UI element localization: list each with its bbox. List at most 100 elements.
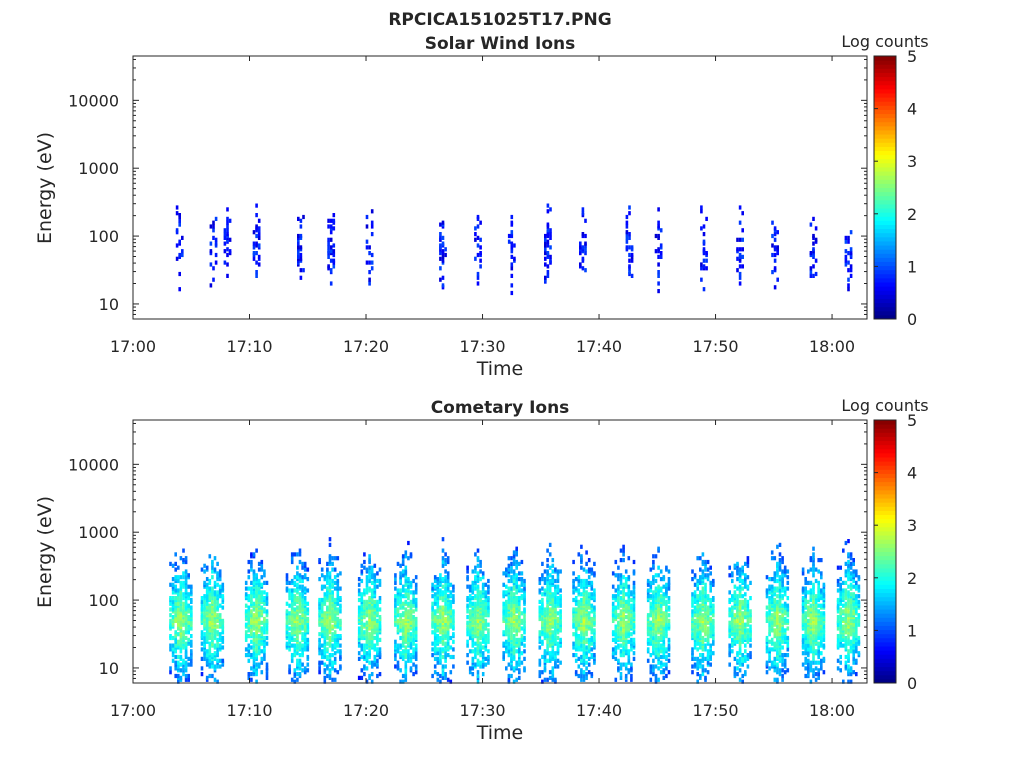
spectrogram-cell	[449, 654, 453, 660]
spectrogram-cell	[572, 632, 575, 637]
spectrogram-cell	[770, 647, 774, 652]
spectrogram-cell	[331, 624, 334, 629]
spectrogram-cell	[701, 639, 705, 644]
spectrogram-cell	[507, 567, 511, 572]
spectrogram-cell	[298, 592, 302, 597]
spectrogram-cell	[466, 653, 469, 658]
spectrogram-cell	[378, 596, 382, 601]
spectrogram-cell	[577, 609, 581, 614]
spectrogram-cell	[585, 594, 588, 599]
spectrogram-cell	[471, 649, 475, 654]
spectrogram-cell	[190, 584, 193, 589]
spectrogram-cell	[407, 556, 410, 561]
spectrogram-cell	[652, 664, 655, 669]
spectrogram-cell	[523, 607, 526, 612]
spectrogram-cell	[513, 243, 516, 248]
spectrogram-cell	[659, 597, 663, 603]
spectrogram-cell	[332, 243, 336, 248]
spectrogram-cell	[738, 247, 742, 252]
spectrogram-cell	[696, 679, 699, 684]
spectrogram-cell	[326, 664, 329, 669]
spectrogram-cell	[444, 578, 447, 584]
spectrogram-cell	[174, 673, 177, 679]
spectrogram-cell	[706, 670, 710, 675]
spectrogram-cell	[444, 647, 447, 652]
spectrogram-cell	[476, 281, 480, 286]
spectrogram-cell	[446, 624, 450, 629]
spectrogram-cell	[208, 641, 212, 646]
colorbar-segment	[874, 257, 896, 262]
spectrogram-cell	[741, 653, 744, 658]
spectrogram-cell	[627, 584, 631, 589]
spectrogram-cell	[665, 647, 668, 652]
spectrogram-cell	[433, 578, 437, 584]
spectrogram-cell	[216, 624, 219, 629]
spectrogram-cell	[174, 649, 177, 654]
spectrogram-cell	[296, 605, 299, 610]
spectrogram-cell	[247, 586, 251, 591]
spectrogram-cell	[619, 603, 623, 608]
spectrogram-cell	[548, 565, 552, 570]
spectrogram-cell	[329, 224, 333, 229]
spectrogram-cell	[466, 620, 469, 625]
spectrogram-cell	[649, 584, 653, 589]
spectrogram-cell	[736, 651, 739, 656]
spectrogram-cell	[205, 588, 209, 593]
spectrogram-cell	[301, 603, 304, 608]
spectrogram-cell	[373, 599, 377, 604]
colorbar-segment	[874, 72, 896, 78]
spectrogram-cell	[444, 569, 447, 574]
spectrogram-cell	[368, 277, 371, 282]
spectrogram-cell	[691, 616, 694, 622]
spectrogram-cell	[331, 609, 334, 614]
spectrogram-cell	[507, 599, 511, 604]
spectrogram-cell	[299, 275, 303, 280]
spectrogram-cell	[625, 214, 629, 220]
spectrogram-cell	[556, 588, 560, 593]
spectrogram-cell	[741, 586, 744, 591]
spectrogram-cell	[479, 645, 482, 650]
spectrogram-cell	[326, 586, 329, 591]
spectrogram-cell	[449, 603, 453, 608]
spectrogram-cell	[622, 594, 625, 599]
spectrogram-cell	[177, 607, 180, 612]
spectrogram-cell	[652, 559, 655, 565]
spectrogram-cell	[849, 251, 853, 256]
spectrogram-cell	[701, 653, 705, 658]
spectrogram-cell	[572, 607, 575, 612]
spectrogram-cell	[476, 214, 480, 220]
spectrogram-cell	[712, 578, 715, 584]
spectrogram-cell	[169, 643, 172, 648]
spectrogram-cell	[171, 582, 175, 587]
spectrogram-cell	[649, 609, 653, 614]
spectrogram-cell	[404, 554, 408, 559]
spectrogram-cell	[328, 537, 332, 542]
spectrogram-cell	[373, 563, 377, 568]
spectrogram-cell	[733, 599, 737, 604]
spectrogram-cell	[296, 622, 299, 627]
spectrogram-cell	[768, 599, 771, 604]
spectrogram-cell	[301, 668, 304, 673]
spectrogram-cell	[203, 611, 206, 616]
spectrogram-cell	[303, 620, 307, 625]
spectrogram-cell	[471, 656, 475, 661]
spectrogram-cell	[446, 575, 450, 580]
spectrogram-cell	[297, 233, 300, 239]
spectrogram-cell	[515, 573, 518, 578]
spectrogram-cell	[659, 649, 663, 654]
spectrogram-cell	[179, 590, 183, 595]
spectrogram-cell	[290, 578, 294, 584]
spectrogram-cell	[452, 632, 455, 637]
spectrogram-cell	[546, 222, 550, 227]
spectrogram-cell	[515, 596, 518, 601]
spectrogram-cell	[696, 647, 699, 652]
spectrogram-cell	[431, 605, 434, 610]
colorbar-segment	[874, 314, 896, 320]
spectrogram-cell	[471, 672, 475, 677]
spectrogram-cell	[662, 651, 666, 656]
spectrogram-cell	[263, 573, 266, 578]
spectrogram-cell	[363, 565, 366, 570]
spectrogram-cell	[171, 599, 175, 604]
spectrogram-cell	[574, 626, 578, 631]
spectrogram-cell	[368, 245, 371, 250]
